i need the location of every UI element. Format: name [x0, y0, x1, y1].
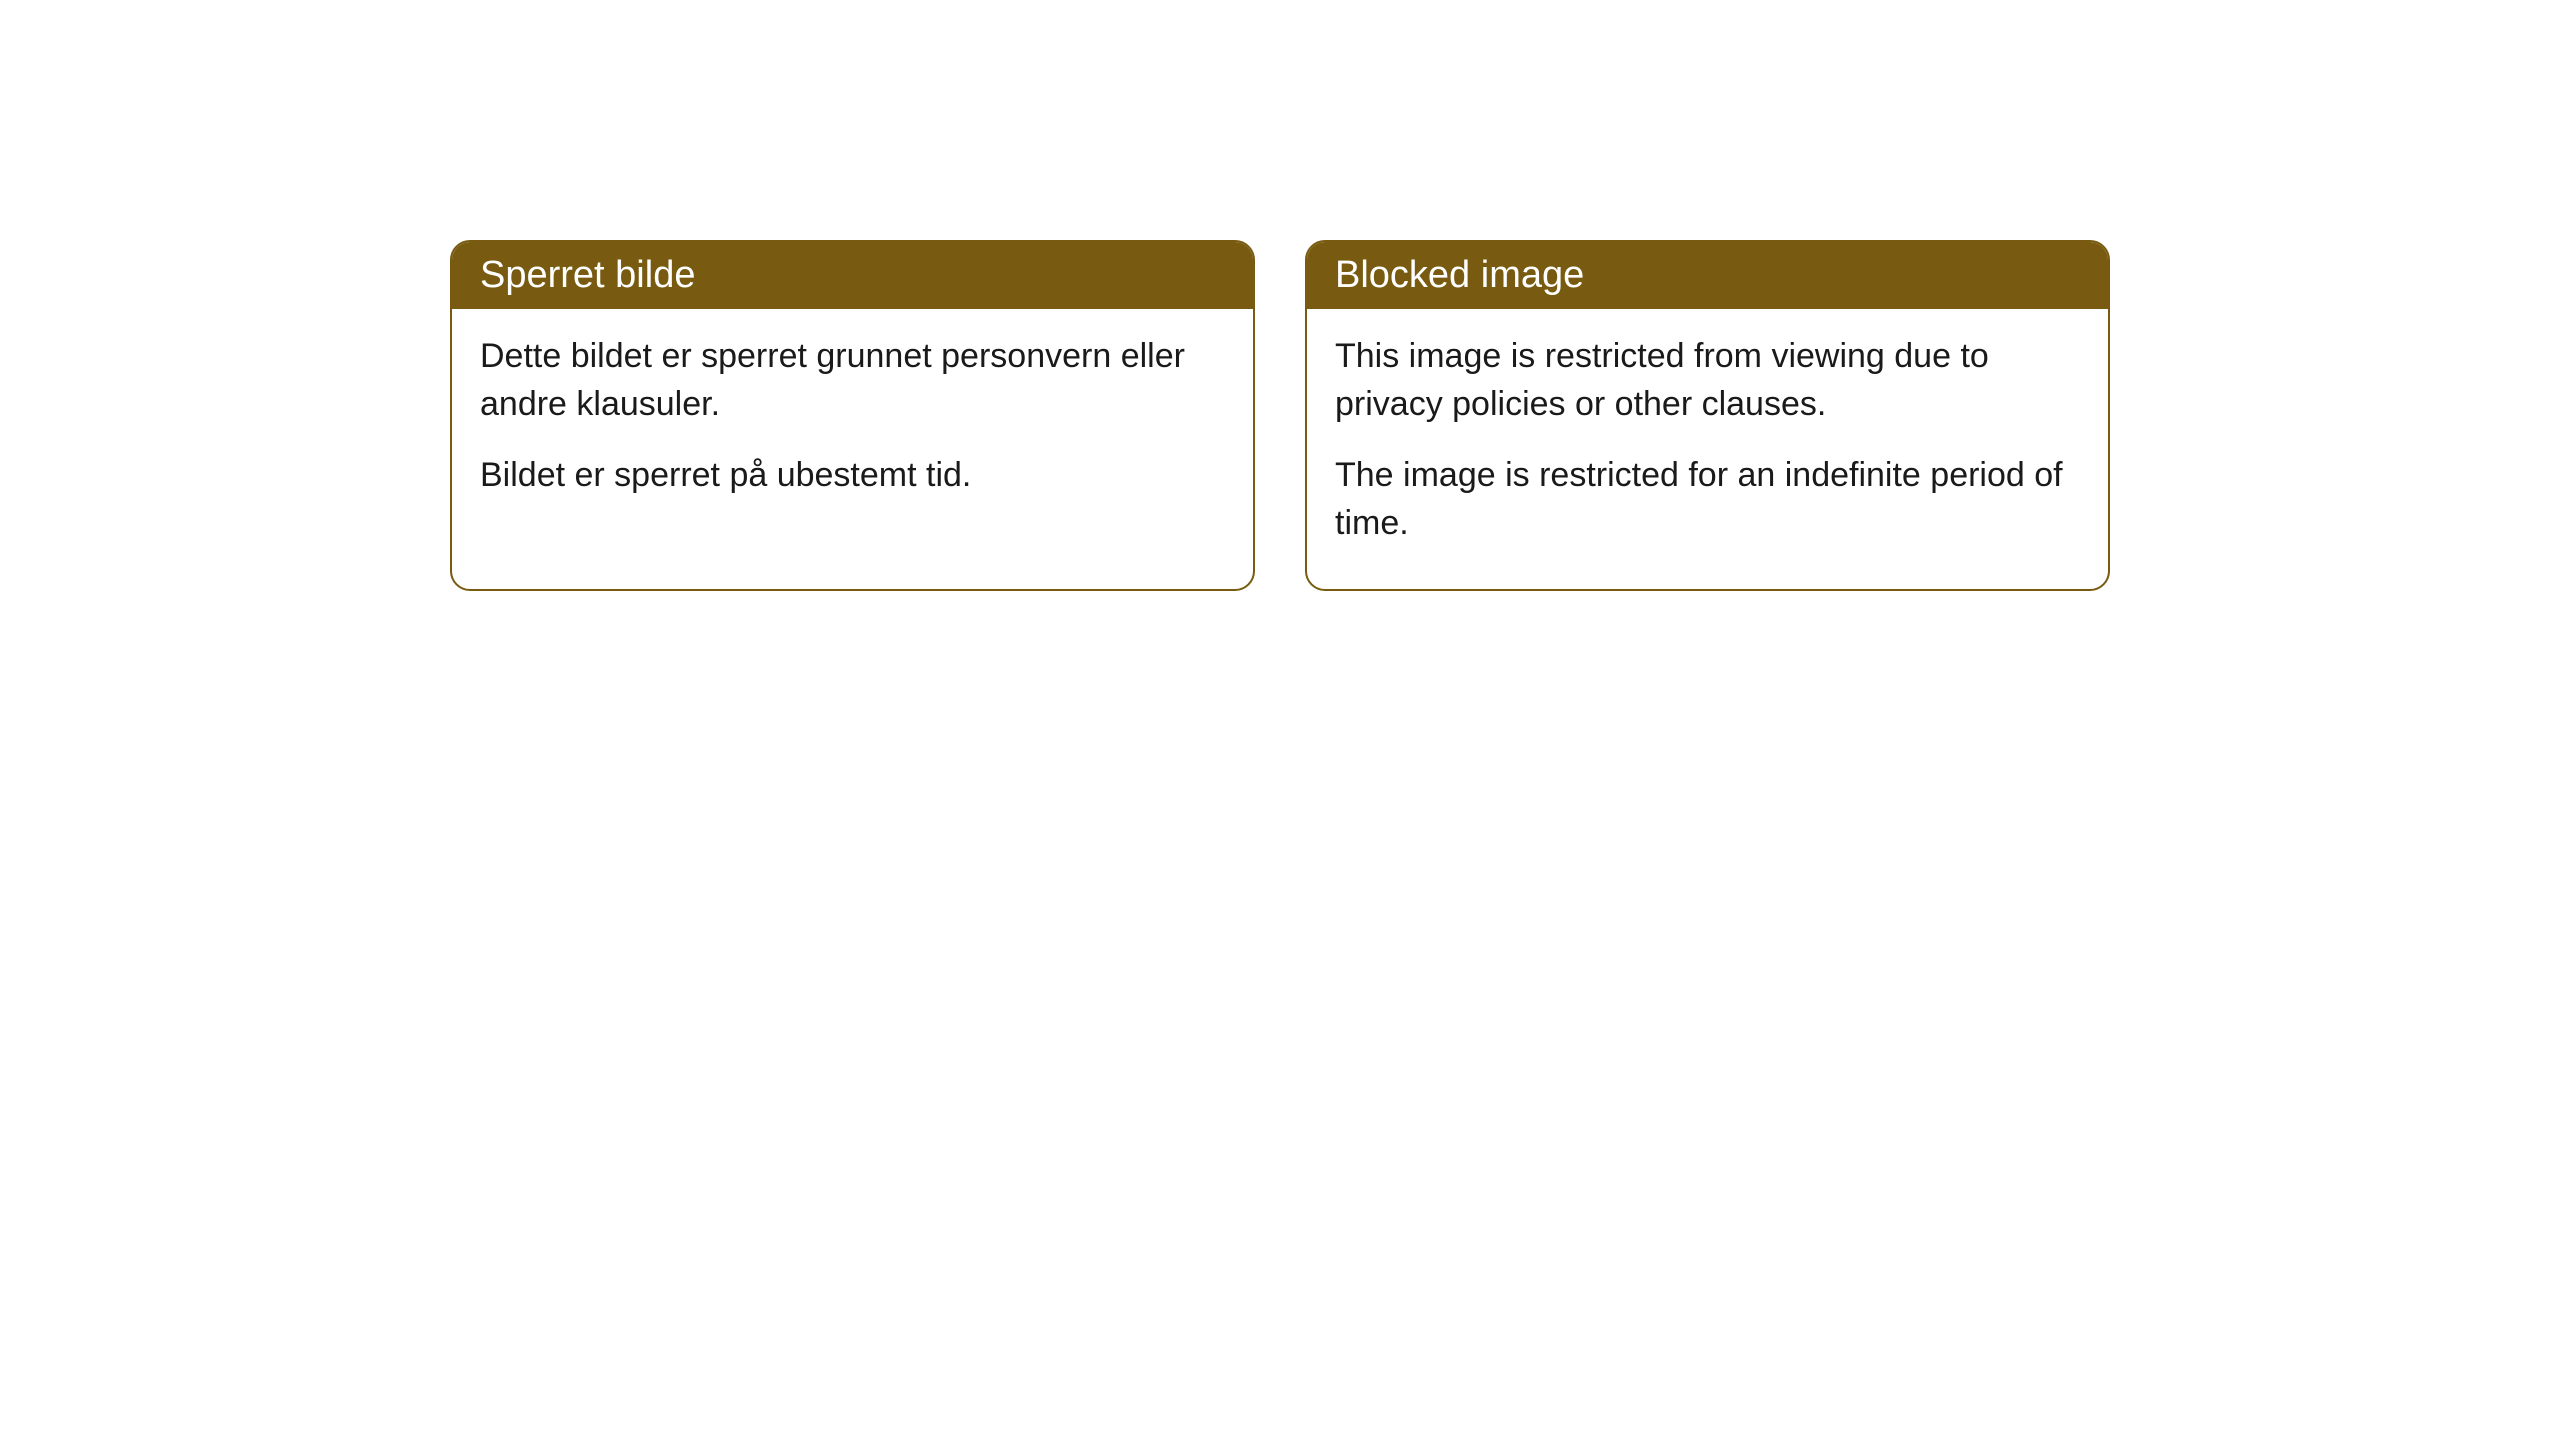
card-body: This image is restricted from viewing du…: [1307, 309, 2108, 589]
card-body: Dette bildet er sperret grunnet personve…: [452, 309, 1253, 542]
card-title: Sperret bilde: [480, 254, 695, 296]
card-paragraph: Bildet er sperret på ubestemt tid.: [480, 452, 1225, 500]
card-header: Blocked image: [1307, 242, 2108, 309]
blocked-image-card-english: Blocked image This image is restricted f…: [1305, 240, 2110, 591]
cards-container: Sperret bilde Dette bildet er sperret gr…: [450, 240, 2110, 591]
card-title: Blocked image: [1335, 254, 1584, 296]
card-paragraph: This image is restricted from viewing du…: [1335, 333, 2080, 428]
card-header: Sperret bilde: [452, 242, 1253, 309]
blocked-image-card-norwegian: Sperret bilde Dette bildet er sperret gr…: [450, 240, 1255, 591]
card-paragraph: Dette bildet er sperret grunnet personve…: [480, 333, 1225, 428]
card-paragraph: The image is restricted for an indefinit…: [1335, 452, 2080, 547]
